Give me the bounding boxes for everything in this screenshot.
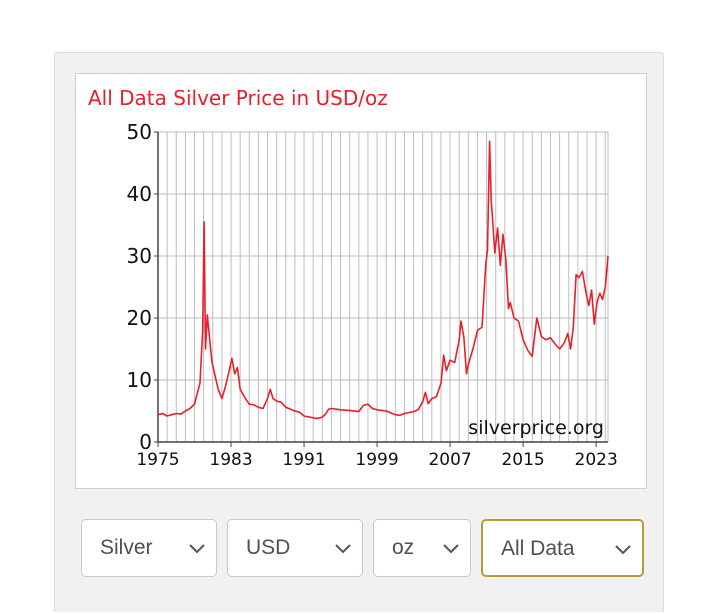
metal-select-value: Silver [100,536,153,559]
chart-frame: All Data Silver Price in USD/oz 0 10 20 30 4… [75,73,647,489]
silver-price-line [157,140,609,420]
price-chart: 0 10 20 30 40 50 1975 1983 1991 1999 2007 2015 2023 s… [127,120,618,470]
x-tick-label: 2023 [575,450,618,470]
y-tick-label: 50 [127,120,152,144]
currency-select[interactable]: USD [227,519,363,577]
chevron-down-icon [335,544,351,554]
y-tick-label: 40 [127,182,152,206]
silver-price-widget: All Data Silver Price in USD/oz 0 10 20 30 4… [54,52,664,612]
chart-controls: Silver USD oz All Data [81,519,649,579]
watermark-text: silverprice.org [468,417,604,439]
y-tick-label: 10 [127,368,152,392]
range-select[interactable]: All Data [481,519,644,577]
unit-select-value: oz [392,536,415,559]
chevron-down-icon [443,544,459,554]
y-tick-label: 20 [127,306,152,330]
currency-select-value: USD [246,536,291,559]
x-tick-label: 1991 [282,450,325,470]
y-tick-label: 30 [127,244,152,268]
x-tick-label: 1975 [136,450,179,470]
x-tick-label: 1999 [355,450,398,470]
x-tick-label: 2015 [501,450,544,470]
y-tick-label: 0 [139,430,152,454]
x-tick-label: 1983 [209,450,252,470]
x-tick-label: 2007 [428,450,471,470]
unit-select[interactable]: oz [373,519,471,577]
chevron-down-icon [615,545,631,555]
chart-title: All Data Silver Price in USD/oz [88,86,388,110]
chevron-down-icon [189,544,205,554]
metal-select[interactable]: Silver [81,519,217,577]
range-select-value: All Data [501,537,575,560]
